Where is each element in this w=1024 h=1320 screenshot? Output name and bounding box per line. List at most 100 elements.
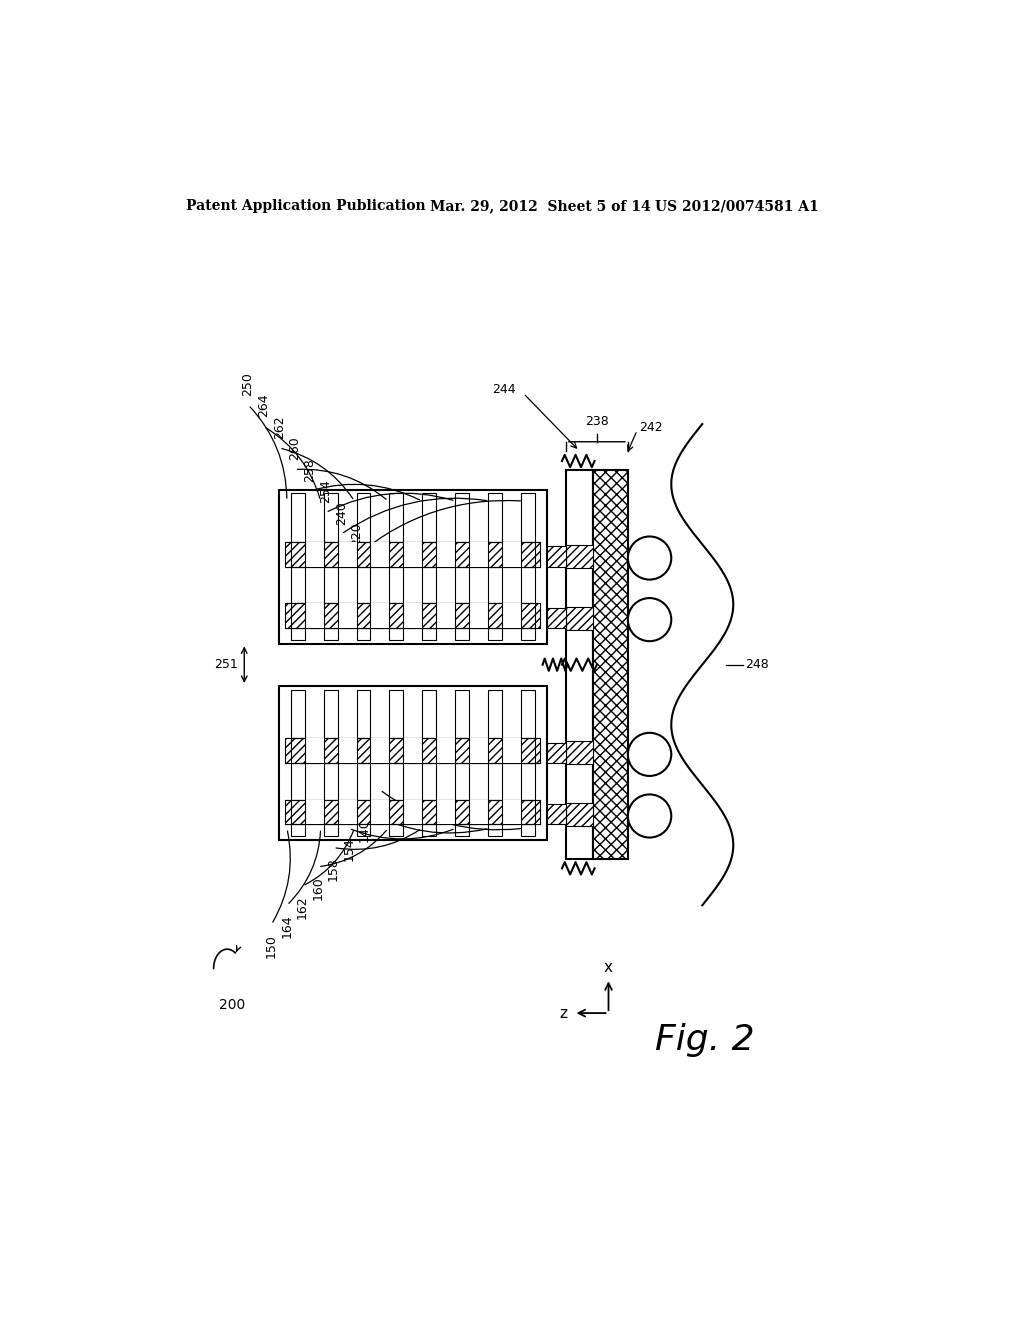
Bar: [324, 689, 338, 836]
Text: US 2012/0074581 A1: US 2012/0074581 A1: [655, 199, 819, 213]
Bar: [436, 603, 455, 628]
Bar: [488, 494, 502, 640]
Bar: [371, 541, 389, 566]
Bar: [389, 541, 403, 566]
Text: Patent Application Publication: Patent Application Publication: [186, 199, 426, 213]
Bar: [403, 541, 422, 566]
Bar: [280, 490, 547, 644]
Bar: [469, 603, 488, 628]
Bar: [455, 603, 469, 628]
Bar: [422, 689, 436, 836]
Bar: [502, 738, 521, 763]
Bar: [502, 603, 521, 628]
Bar: [593, 470, 628, 859]
Bar: [521, 603, 535, 628]
Bar: [455, 689, 469, 836]
Bar: [455, 541, 469, 566]
Bar: [436, 800, 455, 825]
Bar: [389, 800, 403, 825]
Bar: [502, 800, 521, 825]
Text: z: z: [559, 1006, 567, 1020]
Bar: [389, 689, 403, 836]
Text: 240: 240: [335, 502, 347, 525]
Bar: [356, 800, 371, 825]
Bar: [291, 494, 305, 640]
Text: 258: 258: [304, 458, 316, 482]
Bar: [547, 546, 566, 566]
Bar: [469, 541, 488, 566]
Text: x: x: [604, 960, 613, 974]
Bar: [566, 803, 593, 826]
Bar: [324, 494, 338, 640]
Bar: [455, 494, 469, 640]
Bar: [566, 470, 593, 859]
Circle shape: [628, 795, 672, 838]
Bar: [436, 541, 455, 566]
Bar: [356, 603, 371, 628]
Text: 251: 251: [214, 659, 238, 671]
Bar: [422, 800, 436, 825]
Text: Fig. 2: Fig. 2: [655, 1023, 755, 1057]
Bar: [291, 738, 305, 763]
Circle shape: [628, 536, 672, 579]
Text: 242: 242: [640, 421, 664, 434]
Bar: [502, 541, 521, 566]
Text: 264: 264: [257, 393, 270, 417]
Circle shape: [628, 733, 672, 776]
Bar: [286, 800, 541, 825]
Bar: [324, 738, 338, 763]
Text: 254: 254: [319, 479, 332, 503]
Circle shape: [628, 598, 672, 642]
Bar: [488, 689, 502, 836]
Text: 200: 200: [219, 998, 246, 1012]
Text: 262: 262: [272, 414, 286, 438]
Bar: [286, 541, 541, 566]
Bar: [521, 541, 535, 566]
Bar: [403, 603, 422, 628]
Bar: [356, 541, 371, 566]
Bar: [356, 738, 371, 763]
Bar: [547, 743, 566, 763]
Bar: [488, 800, 502, 825]
Text: 160: 160: [311, 876, 325, 900]
Text: 250: 250: [242, 372, 255, 396]
Bar: [305, 541, 324, 566]
Bar: [422, 738, 436, 763]
Bar: [422, 541, 436, 566]
Bar: [356, 689, 371, 836]
Bar: [338, 541, 356, 566]
Bar: [436, 738, 455, 763]
Bar: [566, 545, 593, 568]
Bar: [371, 603, 389, 628]
Bar: [324, 800, 338, 825]
Bar: [488, 541, 502, 566]
Bar: [521, 800, 535, 825]
Bar: [521, 494, 535, 640]
Bar: [324, 541, 338, 566]
Text: 158: 158: [327, 857, 340, 880]
Bar: [469, 738, 488, 763]
Text: 162: 162: [296, 895, 309, 919]
Bar: [371, 738, 389, 763]
Text: 238: 238: [585, 414, 608, 428]
Text: 248: 248: [744, 659, 769, 671]
Bar: [305, 738, 324, 763]
Bar: [338, 738, 356, 763]
Bar: [371, 800, 389, 825]
Bar: [338, 800, 356, 825]
Bar: [488, 738, 502, 763]
Bar: [291, 800, 305, 825]
Bar: [593, 470, 628, 859]
Text: 154: 154: [342, 838, 355, 861]
Bar: [422, 603, 436, 628]
Bar: [291, 603, 305, 628]
Bar: [547, 609, 566, 628]
Bar: [286, 738, 541, 763]
Bar: [455, 800, 469, 825]
Bar: [291, 541, 305, 566]
Text: 164: 164: [281, 915, 293, 939]
Bar: [403, 800, 422, 825]
Bar: [389, 603, 403, 628]
Bar: [469, 800, 488, 825]
Text: 120: 120: [374, 799, 386, 822]
